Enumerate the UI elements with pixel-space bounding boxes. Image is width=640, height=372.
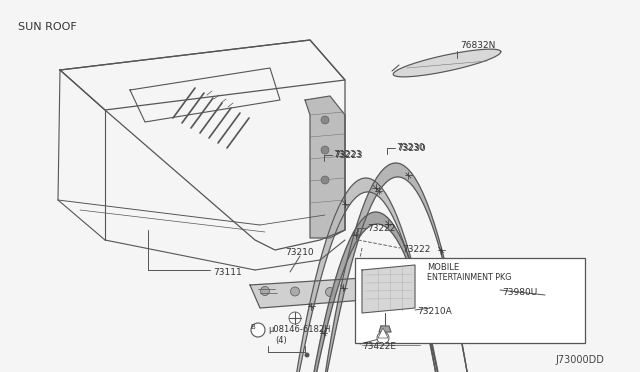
Polygon shape bbox=[378, 328, 388, 338]
Text: 73230: 73230 bbox=[396, 143, 424, 152]
Circle shape bbox=[360, 288, 369, 297]
Polygon shape bbox=[301, 212, 449, 372]
Polygon shape bbox=[321, 163, 469, 372]
Polygon shape bbox=[288, 178, 442, 372]
Text: (4): (4) bbox=[275, 336, 287, 345]
Text: ENTERTAINMENT PKG: ENTERTAINMENT PKG bbox=[427, 273, 511, 282]
Text: 73111: 73111 bbox=[213, 268, 242, 277]
Text: SUN ROOF: SUN ROOF bbox=[18, 22, 77, 32]
Text: MOBILE: MOBILE bbox=[427, 263, 459, 272]
Text: µ08146-6182H: µ08146-6182H bbox=[268, 325, 330, 334]
Text: 73223: 73223 bbox=[334, 151, 362, 160]
Circle shape bbox=[321, 116, 329, 124]
Text: 73422E: 73422E bbox=[362, 342, 396, 351]
Text: 73210: 73210 bbox=[285, 248, 314, 257]
Bar bbox=[355, 258, 585, 343]
Circle shape bbox=[305, 353, 310, 357]
Circle shape bbox=[377, 332, 389, 344]
Text: 73230: 73230 bbox=[397, 144, 426, 153]
Polygon shape bbox=[393, 49, 500, 77]
Text: 73210A: 73210A bbox=[417, 307, 452, 316]
Polygon shape bbox=[305, 96, 345, 238]
Circle shape bbox=[251, 323, 265, 337]
Text: 73980U: 73980U bbox=[502, 288, 537, 297]
Circle shape bbox=[321, 146, 329, 154]
Text: 73223: 73223 bbox=[333, 150, 362, 159]
Circle shape bbox=[321, 176, 329, 184]
Circle shape bbox=[291, 287, 300, 296]
Circle shape bbox=[260, 286, 269, 295]
Text: 73222: 73222 bbox=[367, 224, 396, 233]
Text: J73000DD: J73000DD bbox=[555, 355, 604, 365]
Text: 76832N: 76832N bbox=[460, 41, 495, 50]
Circle shape bbox=[289, 312, 301, 324]
Text: 73222: 73222 bbox=[402, 245, 430, 254]
Circle shape bbox=[326, 288, 335, 296]
Polygon shape bbox=[379, 326, 391, 332]
Text: B: B bbox=[251, 324, 255, 330]
Polygon shape bbox=[250, 277, 390, 308]
Polygon shape bbox=[362, 265, 415, 313]
